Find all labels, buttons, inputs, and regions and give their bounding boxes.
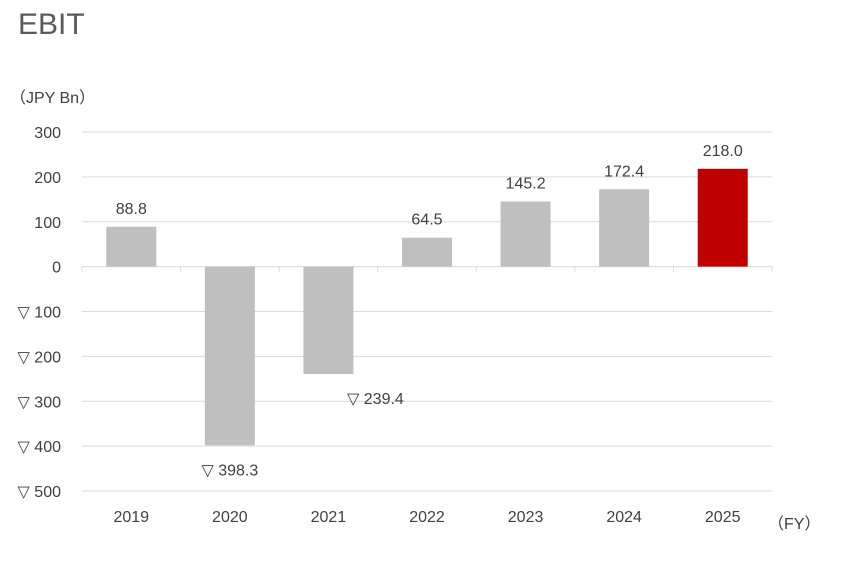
bar-2019 — [106, 226, 157, 267]
unit-label: （JPY Bn） — [10, 89, 95, 107]
x-axis-tick-labels: 2019 2020 2021 2022 2023 2024 2025 — [113, 509, 740, 526]
y-tick-label: 200 — [34, 170, 61, 187]
bar-2022 — [402, 237, 452, 267]
data-label-2021: ▽ 239.4 — [347, 391, 404, 408]
y-tick-label: 100 — [34, 215, 61, 232]
data-label-2023: 145.2 — [506, 175, 546, 192]
bar-2020 — [204, 266, 255, 446]
data-label-2025: 218.0 — [703, 143, 743, 160]
bar-2023 — [500, 201, 551, 267]
y-tick-label: ▽ 200 — [18, 349, 62, 366]
x-tick-label: 2025 — [705, 509, 741, 526]
x-axis-label: （FY） — [768, 515, 820, 533]
y-tick-label: ▽ 100 — [18, 305, 62, 322]
y-tick-label: ▽ 400 — [18, 439, 62, 456]
y-tick-label: ▽ 500 — [18, 484, 62, 501]
data-labels: 88.8 ▽ 398.3 ▽ 239.4 64.5 145.2 172.4 218.0 — [116, 143, 743, 480]
data-label-2024: 172.4 — [604, 163, 644, 180]
chart-title: EBIT — [18, 8, 85, 41]
y-tick-label: 300 — [34, 125, 61, 142]
bars — [106, 168, 748, 446]
data-label-2019: 88.8 — [116, 201, 147, 218]
bar-2021 — [303, 266, 354, 375]
x-tick-label: 2020 — [212, 509, 248, 526]
x-tick-label: 2022 — [409, 509, 445, 526]
data-label-2022: 64.5 — [411, 212, 442, 229]
y-tick-label: 0 — [52, 260, 61, 277]
x-tick-label: 2023 — [508, 509, 544, 526]
x-tick-label: 2021 — [311, 509, 347, 526]
y-axis-tick-labels: 300 200 100 0 ▽ 100 ▽ 200 ▽ 300 ▽ 400 ▽ 500 — [18, 125, 62, 501]
bar-2024 — [599, 189, 650, 267]
x-tick-label: 2024 — [606, 509, 642, 526]
y-tick-label: ▽ 300 — [18, 394, 62, 411]
data-label-2020: ▽ 398.3 — [201, 462, 258, 479]
grid-lines — [81, 131, 773, 492]
bar-2025 — [697, 168, 748, 267]
x-tick-label: 2019 — [113, 509, 149, 526]
